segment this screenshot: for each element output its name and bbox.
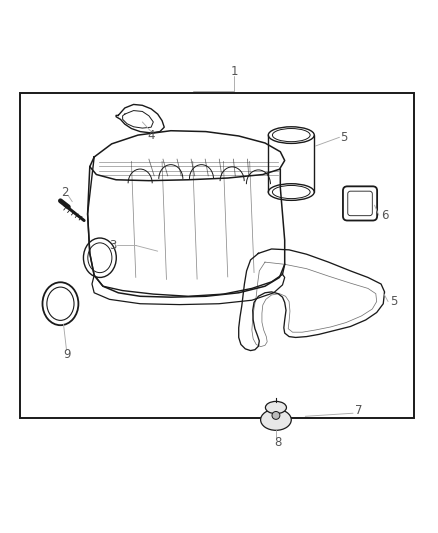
Ellipse shape	[261, 409, 291, 430]
Circle shape	[272, 411, 280, 419]
Ellipse shape	[265, 401, 286, 414]
Text: 4: 4	[147, 128, 155, 142]
Text: 1: 1	[230, 65, 238, 78]
Text: 5: 5	[340, 131, 347, 144]
Text: 8: 8	[275, 436, 282, 449]
Text: 7: 7	[355, 403, 363, 417]
Text: 9: 9	[63, 349, 71, 361]
Text: 5: 5	[390, 295, 397, 308]
Text: 3: 3	[110, 239, 117, 252]
Text: 2: 2	[61, 185, 69, 198]
Bar	[20, 93, 414, 418]
Text: 6: 6	[381, 209, 389, 222]
